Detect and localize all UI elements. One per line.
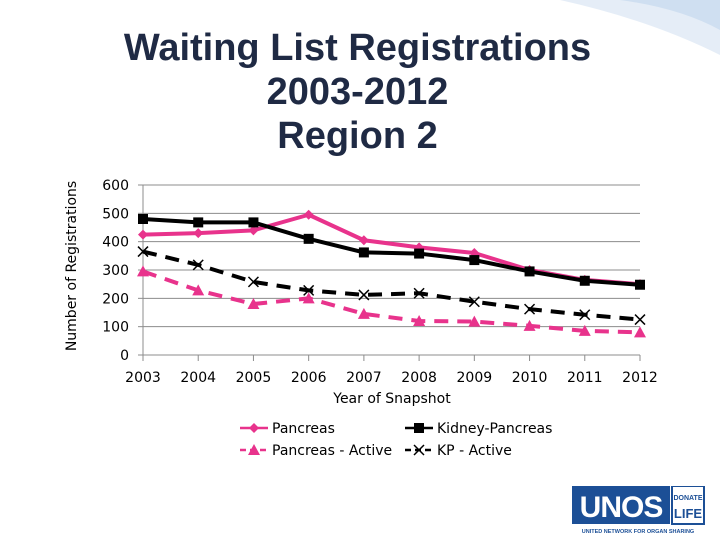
x-tick-label: 2004 [180,370,216,386]
y-tick-label: 400 [102,235,129,251]
data-point-pancreas-active [192,284,205,296]
logo-badge-bottom: LIFE [674,506,702,521]
y-axis-title: Number of Registrations [64,181,80,351]
chart-title-line-1: Waiting List Registrations [123,27,592,69]
data-point-pancreas-active [413,315,426,326]
x-tick-label: 2007 [346,370,382,386]
data-point-kidney-pancreas [414,248,425,259]
logo-badge-top: DONATE [673,495,702,502]
y-tick-label: 100 [102,320,129,336]
unos-logo: UNOS DONATE LIFE UNITED NETWORK FOR ORGA… [572,486,705,535]
chart-title-line-3: Region 2 [277,115,438,157]
data-point-pancreas [248,225,259,236]
legend-label: Pancreas [272,421,335,437]
legend-item-pancreas: Pancreas [240,421,335,437]
data-point-pancreas [138,229,148,240]
legend-label: Kidney-Pancreas [437,421,552,437]
data-point-kidney-pancreas [635,279,645,290]
legend-item-pancreas-active: Pancreas - Active [240,443,392,459]
data-point-pancreas-active [247,298,260,309]
legend-label: Pancreas - Active [272,443,392,459]
data-point-pancreas-active [468,315,481,327]
data-point-kp-active [358,289,370,301]
y-tick-label: 200 [102,291,129,307]
gridlines [138,184,640,356]
data-point-pancreas-active [523,319,536,331]
data-point-kidney-pancreas [469,255,480,266]
y-tick-label: 500 [102,206,129,222]
data-point-pancreas-active [302,292,315,304]
data-point-kp-active [247,276,259,288]
series-line-pancreas [142,212,641,287]
data-point-kp-active [468,296,480,308]
x-tick-label: 2009 [457,370,493,386]
data-point-pancreas [303,209,314,220]
data-point-kidney-pancreas [138,214,148,224]
data-point-kp-active [524,303,536,315]
data-point-kp-active [192,259,204,271]
legend-marker [413,444,425,456]
x-tick-label: 2010 [512,370,548,386]
data-point-kidney-pancreas [303,233,314,244]
chart-title: Waiting List Registrations 2003-2012 Reg… [110,26,605,158]
data-point-kp-active [579,309,591,321]
legend: Pancreas Kidney-Pancreas Pancreas - Active… [240,421,552,459]
x-tick-label: 2003 [125,370,161,386]
y-tick-label: 300 [102,263,129,279]
logo-background [572,486,670,524]
legend-label: KP - Active [437,443,512,459]
series-line-pancreas-active [142,269,641,335]
chart-title-line-2: 2003-2012 [266,71,449,113]
series-kp-active [137,246,646,326]
x-tick-label: 2006 [291,370,327,386]
series-lines [137,209,646,338]
data-point-pancreas [193,228,204,239]
series-line-kp-active [142,249,641,322]
legend-marker [248,444,260,455]
data-point-kp-active [634,314,646,326]
series-kidney-pancreas [138,214,645,290]
data-point-kidney-pancreas [193,217,204,228]
legend-marker [249,423,259,433]
legend-item-kp-active: KP - Active [405,443,512,459]
data-point-kidney-pancreas [524,266,535,277]
x-tick-label: 2011 [567,370,603,386]
data-point-kp-active [303,284,315,296]
data-point-pancreas-active [357,307,370,319]
data-point-kp-active [413,287,425,299]
x-tick-label: 2005 [236,370,272,386]
data-point-pancreas [358,235,369,246]
logo-brand: UNOS [580,491,663,524]
series-pancreas-active [137,265,646,338]
data-point-kidney-pancreas [579,275,590,286]
data-point-pancreas-active [137,265,149,277]
x-tick-label: 2012 [622,370,658,386]
data-point-kidney-pancreas [248,217,259,228]
logo-tagline: UNITED NETWORK FOR ORGAN SHARING [582,529,694,535]
data-point-kidney-pancreas [358,247,369,258]
x-tick-labels: 2003 2004 2005 2006 2007 2008 2009 2010 2011 2012 [125,355,658,386]
data-point-pancreas-active [634,326,646,338]
y-tick-labels: 0 100 200 300 400 500 600 [102,178,129,364]
x-tick-label: 2008 [401,370,437,386]
data-point-pancreas-active [578,324,591,336]
x-axis-title: Year of Snapshot [332,391,451,407]
y-tick-label: 600 [102,178,129,194]
legend-item-kidney-pancreas: Kidney-Pancreas [405,421,552,437]
legend-marker [414,423,424,433]
series-line-kidney-pancreas [142,217,641,287]
y-tick-label: 0 [120,348,129,364]
data-point-kp-active [137,246,149,258]
logo-badge [671,486,705,525]
